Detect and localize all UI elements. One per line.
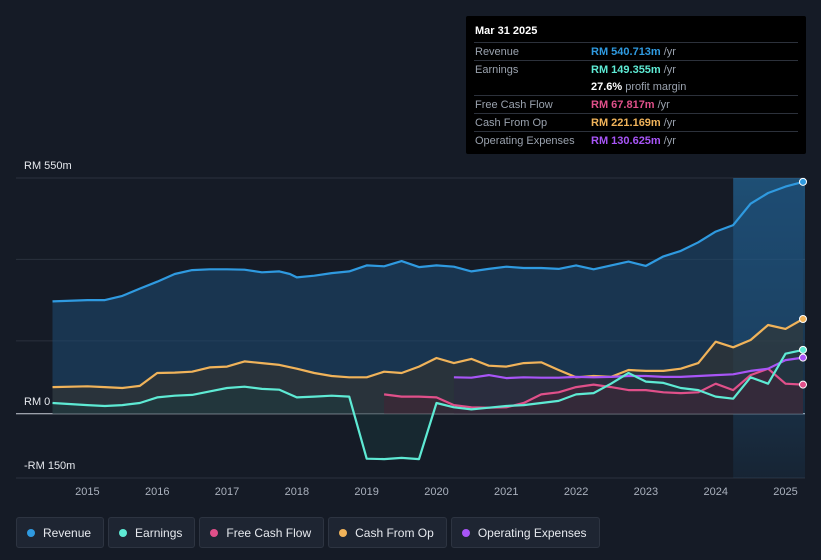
tooltip-value: RM 221.169m xyxy=(591,116,661,129)
tooltip-unit: /yr xyxy=(657,98,670,111)
legend-label: Revenue xyxy=(43,525,92,540)
legend-dot-icon xyxy=(119,528,128,537)
legend-item-operating-expenses[interactable]: Operating Expenses xyxy=(450,517,600,548)
tooltip-value: RM 149.355m xyxy=(591,63,661,76)
legend-dot-icon xyxy=(210,528,219,537)
x-axis-ticks: 2015 2016 2017 2018 2019 2020 2021 2022 2023 2024… xyxy=(75,486,798,498)
area-earnings xyxy=(52,349,803,460)
tooltip-row-profit-margin: 27.6% profit margin xyxy=(474,78,798,95)
area-cash-from-op xyxy=(52,319,803,414)
series-endpoints xyxy=(799,177,807,389)
y-axis-label-bottom: -RM 150m xyxy=(24,460,76,472)
tooltip-value: 27.6% xyxy=(591,80,623,93)
x-tick-label: 2023 xyxy=(634,486,658,498)
legend-item-free-cash-flow[interactable]: Free Cash Flow xyxy=(199,517,325,548)
series-areas xyxy=(52,181,803,460)
endpoint-operating-expenses xyxy=(799,353,807,362)
x-tick-label: 2025 xyxy=(773,486,797,498)
tooltip-value: RM 130.625m xyxy=(591,134,661,147)
x-tick-label: 2015 xyxy=(75,486,99,498)
area-operating-expenses xyxy=(453,357,803,414)
legend-label: Earnings xyxy=(135,525,183,540)
x-tick-label: 2017 xyxy=(215,486,239,498)
y-axis-label-zero: RM 0 xyxy=(24,396,51,408)
legend-dot-icon xyxy=(27,528,35,537)
area-revenue xyxy=(52,181,803,414)
legend-label: Free Cash Flow xyxy=(226,525,312,540)
tooltip-unit: /yr xyxy=(663,45,676,58)
x-tick-label: 2020 xyxy=(424,486,448,498)
line-operating-expenses xyxy=(453,356,804,380)
line-earnings xyxy=(52,348,804,461)
data-tooltip: Mar 31 2025 Revenue RM 540.713m /yr Earn… xyxy=(466,16,806,154)
legend-dot-icon xyxy=(461,528,470,537)
endpoint-revenue xyxy=(799,177,807,186)
tooltip-row-revenue: Revenue RM 540.713m /yr xyxy=(474,42,798,60)
x-tick-label: 2018 xyxy=(285,486,309,498)
tooltip-label: Earnings xyxy=(475,63,519,76)
endpoint-free-cash-flow xyxy=(799,380,807,389)
tooltip-unit: /yr xyxy=(663,134,676,147)
tooltip-value: RM 67.817m xyxy=(591,98,655,111)
legend-dot-icon xyxy=(339,528,348,537)
tooltip-label: Free Cash Flow xyxy=(475,98,553,111)
legend-item-revenue[interactable]: Revenue xyxy=(16,517,105,548)
line-revenue xyxy=(52,180,804,303)
legend-label: Cash From Op xyxy=(355,525,434,540)
series-lines xyxy=(52,180,804,461)
endpoint-earnings xyxy=(799,345,807,354)
x-tick-label: 2021 xyxy=(494,486,518,498)
legend-item-earnings[interactable]: Earnings xyxy=(108,517,196,548)
tooltip-row-cash-from-op: Cash From Op RM 221.169m /yr xyxy=(474,113,798,131)
tooltip-label: Cash From Op xyxy=(475,116,548,129)
area-free-cash-flow xyxy=(384,368,803,414)
endpoint-cash-from-op xyxy=(799,315,807,323)
x-tick-label: 2022 xyxy=(564,486,588,498)
tooltip-row-earnings: Earnings RM 149.355m /yr xyxy=(474,60,798,78)
x-tick-label: 2024 xyxy=(703,486,727,498)
legend-label: Operating Expenses xyxy=(477,525,587,540)
legend-item-cash-from-op[interactable]: Cash From Op xyxy=(328,517,447,548)
line-free-cash-flow xyxy=(383,367,804,409)
tooltip-label: Revenue xyxy=(475,45,520,58)
chart-legend: Revenue Earnings Free Cash Flow Cash Fro… xyxy=(16,517,600,548)
tooltip-date: Mar 31 2025 xyxy=(475,25,538,37)
y-axis-label-top: RM 550m xyxy=(24,160,72,172)
tooltip-unit: /yr xyxy=(663,116,676,129)
tooltip-row-operating-expenses: Operating Expenses RM 130.625m /yr xyxy=(474,131,798,149)
tooltip-label: Operating Expenses xyxy=(475,134,575,147)
chart-area: 2015 2016 2017 2018 2019 2020 2021 2022 2023 2024… xyxy=(16,177,807,498)
x-tick-label: 2016 xyxy=(145,486,169,498)
x-tick-label: 2019 xyxy=(354,486,378,498)
tooltip-row-free-cash-flow: Free Cash Flow RM 67.817m /yr xyxy=(474,95,798,113)
tooltip-unit: /yr xyxy=(663,63,676,76)
line-cash-from-op xyxy=(52,318,804,390)
tooltip-value: RM 540.713m xyxy=(591,45,661,58)
tooltip-unit: profit margin xyxy=(625,80,687,93)
